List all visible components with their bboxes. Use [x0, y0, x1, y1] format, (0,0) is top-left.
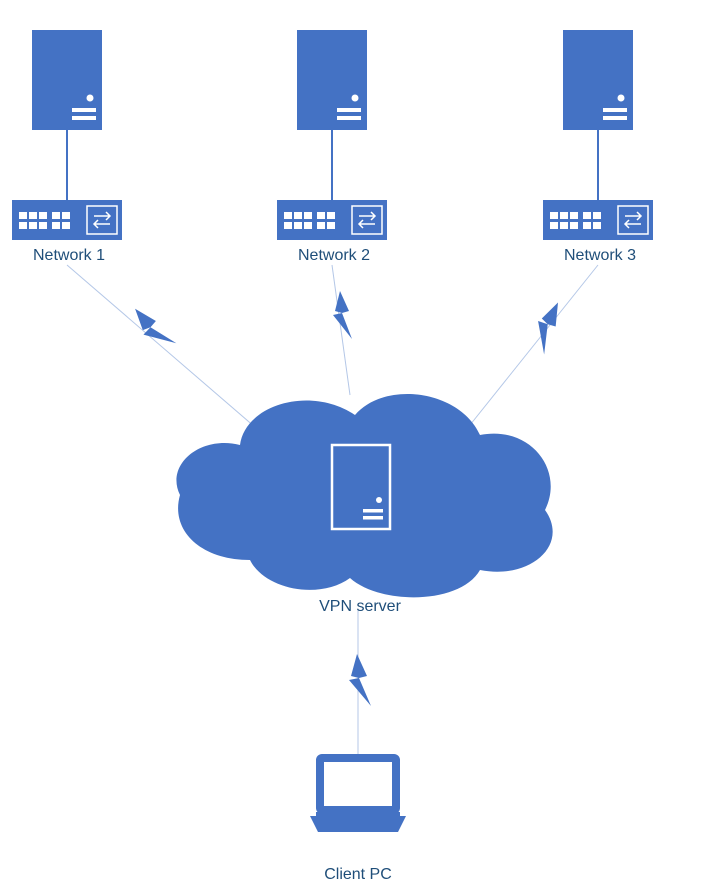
client-pc-label: Client PC: [318, 866, 398, 884]
network-1-label: Network 1: [29, 247, 109, 265]
server-icon-1: [32, 30, 102, 130]
laptop-icon: [310, 758, 406, 832]
switch-icon-3: [543, 200, 653, 240]
network-3-label: Network 3: [560, 247, 640, 265]
network-diagram: Network 1 Network 2 Network 3 VPN server…: [0, 0, 713, 896]
cloud-icon: [176, 394, 552, 597]
network-2-label: Network 2: [294, 247, 374, 265]
switch-icon-1: [12, 200, 122, 240]
server-icon-3: [563, 30, 633, 130]
vpn-server-label: VPN server: [310, 598, 410, 616]
server-icon-2: [297, 30, 367, 130]
nodes-layer: [0, 0, 713, 896]
switch-icon-2: [277, 200, 387, 240]
